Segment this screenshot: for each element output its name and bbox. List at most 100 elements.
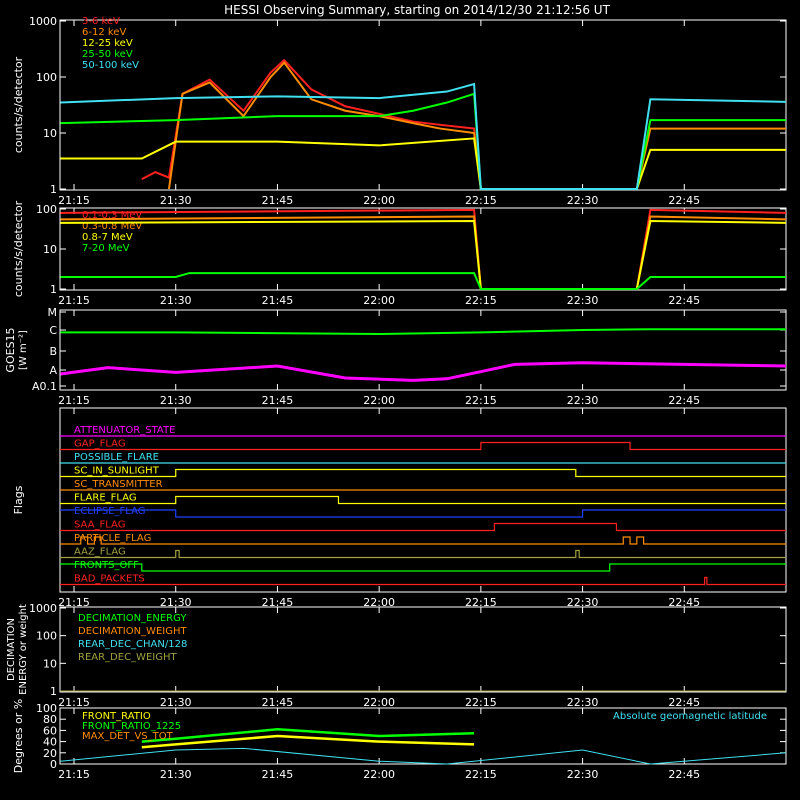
- flag-trace: [60, 549, 786, 559]
- x-tick-label: 22:30: [567, 294, 599, 307]
- x-tick-label: 21:30: [160, 768, 192, 781]
- y-tick-label: C: [49, 324, 57, 337]
- x-tick-label: 22:15: [465, 194, 497, 207]
- flag-trace: [60, 563, 786, 572]
- y-tick-label: 0: [50, 758, 57, 771]
- legend-entry: REAR_DEC_CHAN/128: [78, 639, 187, 650]
- y-axis-label: counts/s/detector: [12, 56, 25, 153]
- legend-entry: 25-50 keV: [82, 49, 133, 60]
- y-axis-label: [W m⁻²]: [18, 330, 29, 370]
- goes-series-line: [60, 328, 786, 336]
- flag-trace: [60, 522, 786, 532]
- flag-label: SC_TRANSMITTER: [74, 479, 163, 490]
- panel-frame-6: [59, 707, 787, 765]
- x-tick-label: 22:15: [465, 696, 497, 709]
- y-axis-label: counts/s/detector: [12, 200, 25, 297]
- x-tick-label: 21:45: [262, 768, 294, 781]
- flag-trace: [60, 509, 786, 518]
- x-tick-label: 21:15: [58, 194, 90, 207]
- flag-label: GAP_FLAG: [74, 439, 126, 450]
- y-tick-label: 10: [43, 657, 57, 670]
- x-tick-label: 22:00: [363, 596, 395, 609]
- legend-entry: 50-100 keV: [82, 60, 139, 71]
- x-tick-label: 22:00: [363, 696, 395, 709]
- x-tick-label: 22:15: [465, 294, 497, 307]
- legend-entry: 0.1-0.3 MeV: [82, 210, 142, 221]
- flag-label: SAA_FLAG: [74, 520, 125, 531]
- x-tick-label: 21:45: [262, 596, 294, 609]
- geomagnetic-latitude-annotation: Absolute geomagnetic latitude: [613, 711, 767, 722]
- panel-frame-3: [59, 309, 787, 391]
- y-tick-label: 40: [43, 736, 57, 749]
- y-axis-label: ENERGY or weight: [18, 604, 29, 695]
- y-tick-label: 1: [50, 685, 57, 698]
- panel-frame-1: [59, 19, 787, 191]
- x-tick-label: 21:15: [58, 596, 90, 609]
- legend-entry: FRONT_RATIO: [82, 711, 151, 722]
- flag-trace: [60, 441, 786, 451]
- y-tick-label: A: [49, 364, 57, 377]
- x-tick-label: 22:00: [363, 294, 395, 307]
- x-tick-label: 22:15: [465, 768, 497, 781]
- y-tick-label: 1000: [29, 15, 57, 28]
- ratio-series-line: [60, 747, 787, 765]
- flag-label: ATTENUATOR_STATE: [74, 425, 175, 436]
- y-tick-label: 100: [36, 702, 57, 715]
- series-line-25-50-keV: [60, 92, 786, 190]
- x-tick-label: 21:45: [262, 194, 294, 207]
- x-tick-label: 22:15: [465, 596, 497, 609]
- x-tick-label: 22:45: [668, 696, 700, 709]
- x-tick-label: 21:30: [160, 596, 192, 609]
- x-tick-label: 22:45: [668, 394, 700, 407]
- legend-entry: 0.3-0.8 MeV: [82, 221, 142, 232]
- series-line-7-20-MeV: [60, 272, 786, 290]
- x-tick-label: 21:15: [58, 768, 90, 781]
- legend-entry: REAR_DEC_WEIGHT: [78, 652, 177, 663]
- series-line-3-6-keV: [141, 58, 482, 190]
- panel-frame-5: [59, 606, 787, 693]
- legend-entry: FRONT_RATIO_1225: [82, 721, 181, 732]
- flag-trace: [60, 576, 786, 586]
- ratio-series-line: [141, 728, 475, 743]
- x-tick-label: 21:15: [58, 294, 90, 307]
- goes-series-line: [60, 361, 787, 382]
- series-line-0.8-7-MeV: [60, 220, 787, 290]
- series-line-12-25-keV: [60, 137, 786, 190]
- x-tick-label: 22:30: [567, 696, 599, 709]
- y-tick-label: 20: [43, 747, 57, 760]
- x-tick-label: 21:30: [160, 394, 192, 407]
- ratio-series-line: [141, 734, 475, 749]
- y-tick-label: 10: [43, 243, 57, 256]
- flag-trace: [60, 468, 786, 478]
- x-tick-label: 22:15: [465, 394, 497, 407]
- flag-label: FRONTS_OFF: [74, 560, 139, 571]
- flag-label: ECLIPSE_FLAG: [74, 506, 145, 517]
- flag-label: AAZ_FLAG: [74, 547, 126, 558]
- y-tick-label: 1: [50, 283, 57, 296]
- flag-trace: [60, 495, 786, 505]
- series-line-50-100-keV: [60, 82, 787, 190]
- x-tick-label: 22:45: [668, 194, 700, 207]
- x-tick-label: 22:30: [567, 596, 599, 609]
- legend-entry: DECIMATION_ENERGY: [78, 613, 187, 624]
- flag-label: FLARE_FLAG: [74, 493, 137, 504]
- y-tick-label: M: [48, 306, 58, 319]
- x-tick-label: 22:30: [567, 194, 599, 207]
- flag-label: POSSIBLE_FLARE: [74, 452, 159, 463]
- x-tick-label: 22:00: [363, 768, 395, 781]
- legend-entry: 6-12 keV: [82, 27, 126, 38]
- y-tick-label: 100: [36, 203, 57, 216]
- x-tick-label: 22:45: [668, 596, 700, 609]
- legend-entry: 3-6 keV: [82, 16, 120, 27]
- y-tick-label: 60: [43, 724, 57, 737]
- x-tick-label: 21:30: [160, 696, 192, 709]
- y-tick-label: 1: [50, 183, 57, 196]
- legend-entry: 7-20 MeV: [82, 243, 130, 254]
- x-tick-label: 21:45: [262, 394, 294, 407]
- x-tick-label: 21:45: [262, 294, 294, 307]
- legend-entry: 12-25 keV: [82, 38, 133, 49]
- y-tick-label: 100: [36, 71, 57, 84]
- x-tick-label: 21:15: [58, 696, 90, 709]
- x-tick-label: 22:00: [363, 194, 395, 207]
